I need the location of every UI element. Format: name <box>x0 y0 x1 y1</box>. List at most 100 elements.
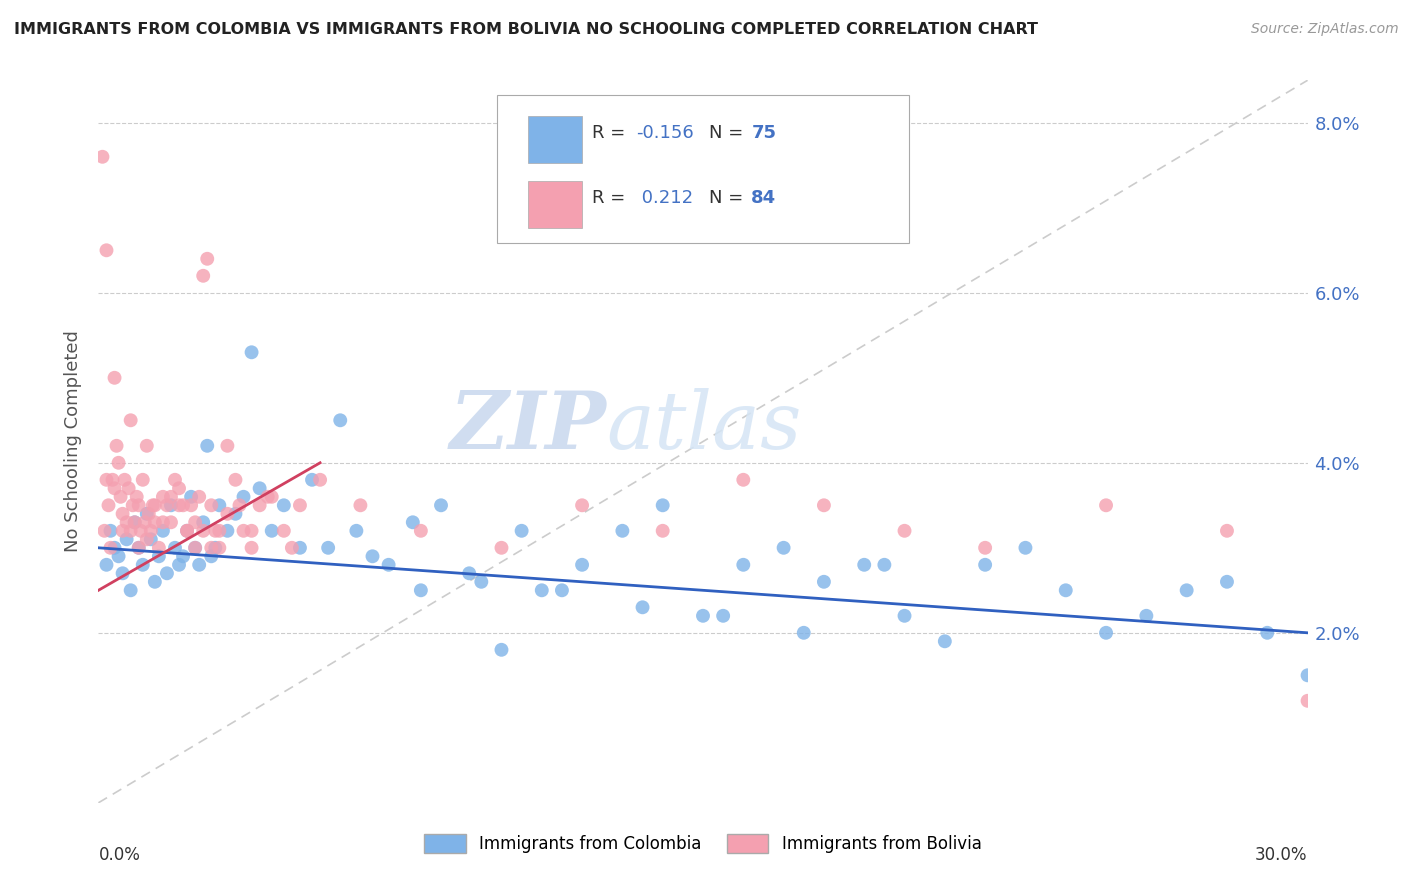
Point <box>491 642 513 657</box>
Text: R =: R = <box>592 124 631 142</box>
Point <box>195 439 218 453</box>
Point <box>571 498 593 512</box>
Point <box>1216 574 1239 589</box>
Point <box>551 583 574 598</box>
Point <box>100 541 122 555</box>
Point <box>120 583 142 598</box>
Point <box>1054 583 1077 598</box>
Point <box>111 566 134 581</box>
Text: atlas: atlas <box>606 388 801 466</box>
Point <box>409 583 432 598</box>
Point <box>156 566 179 581</box>
Point <box>249 481 271 495</box>
Point <box>232 490 254 504</box>
Point <box>329 413 352 427</box>
Point <box>103 541 125 555</box>
Point <box>128 498 150 512</box>
Bar <box>527 116 582 163</box>
Point <box>132 558 155 572</box>
Point <box>184 541 207 555</box>
Text: IMMIGRANTS FROM COLOMBIA VS IMMIGRANTS FROM BOLIVIA NO SCHOOLING COMPLETED CORRE: IMMIGRANTS FROM COLOMBIA VS IMMIGRANTS F… <box>14 22 1038 37</box>
Point <box>107 549 129 564</box>
Point <box>1296 694 1319 708</box>
Point <box>208 541 231 555</box>
Point <box>651 524 673 538</box>
Point <box>260 524 283 538</box>
Point <box>120 524 142 538</box>
Point <box>1296 668 1319 682</box>
Point <box>934 634 956 648</box>
Point <box>217 439 239 453</box>
Point <box>208 524 231 538</box>
Point <box>101 473 124 487</box>
Text: N =: N = <box>709 189 749 207</box>
Point <box>711 608 734 623</box>
Point <box>121 498 143 512</box>
Point <box>93 524 115 538</box>
Point <box>167 481 190 495</box>
Point <box>893 608 915 623</box>
Point <box>96 244 118 258</box>
Point <box>430 498 453 512</box>
Point <box>172 549 194 564</box>
Point <box>256 490 278 504</box>
Point <box>571 558 593 572</box>
Point <box>240 541 263 555</box>
Point <box>224 473 246 487</box>
Point <box>402 516 425 530</box>
Point <box>1135 608 1157 623</box>
Point <box>118 481 141 495</box>
Point <box>125 490 148 504</box>
Point <box>129 524 152 538</box>
FancyBboxPatch shape <box>498 95 908 243</box>
Point <box>217 524 239 538</box>
Point <box>200 498 222 512</box>
Point <box>111 524 134 538</box>
Point <box>361 549 384 564</box>
Point <box>793 625 815 640</box>
Point <box>188 490 211 504</box>
Point <box>148 549 170 564</box>
Text: 75: 75 <box>751 124 776 142</box>
Point <box>530 583 553 598</box>
Point <box>152 516 174 530</box>
Point <box>1175 583 1198 598</box>
Point <box>193 524 215 538</box>
Point <box>1095 625 1118 640</box>
Point <box>128 541 150 555</box>
Point <box>115 516 138 530</box>
Text: N =: N = <box>709 124 749 142</box>
Point <box>139 524 162 538</box>
Point <box>110 490 132 504</box>
Point <box>240 524 263 538</box>
Point <box>143 516 166 530</box>
Point <box>409 524 432 538</box>
Point <box>184 516 207 530</box>
Point <box>111 507 134 521</box>
Point <box>176 524 198 538</box>
Point <box>167 498 190 512</box>
Point <box>1014 541 1036 555</box>
Point <box>188 558 211 572</box>
Point <box>193 268 215 283</box>
Point <box>156 498 179 512</box>
Point <box>309 473 332 487</box>
Point <box>103 481 125 495</box>
Point <box>167 558 190 572</box>
Text: 0.212: 0.212 <box>637 189 693 207</box>
Point <box>458 566 481 581</box>
Point <box>97 498 120 512</box>
Point <box>176 524 198 538</box>
Point <box>281 541 304 555</box>
Point <box>160 490 183 504</box>
Point <box>631 600 654 615</box>
Point <box>135 507 157 521</box>
Point <box>1256 625 1278 640</box>
Text: 84: 84 <box>751 189 776 207</box>
Point <box>772 541 794 555</box>
Point <box>651 498 673 512</box>
Point <box>115 533 138 547</box>
Point <box>142 498 165 512</box>
Point <box>273 524 295 538</box>
Text: ZIP: ZIP <box>450 388 606 466</box>
